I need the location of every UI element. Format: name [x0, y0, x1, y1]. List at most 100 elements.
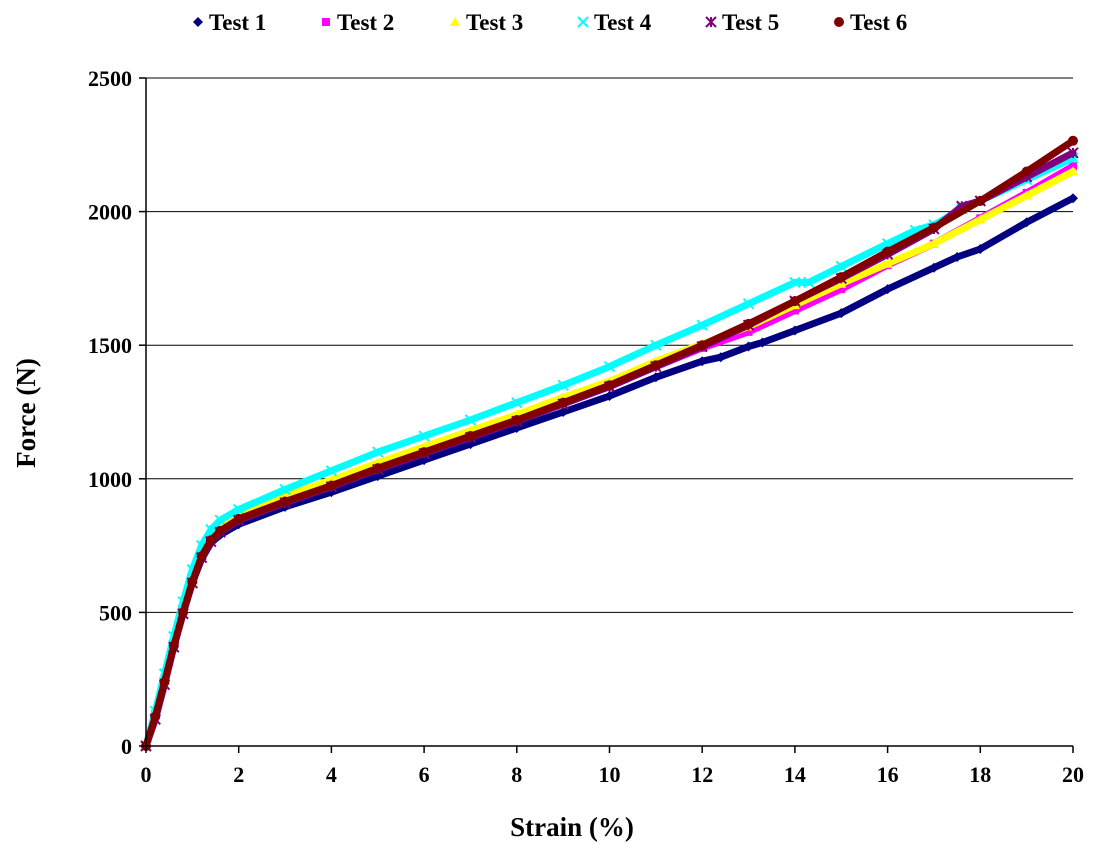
- data-point: [419, 447, 430, 458]
- y-tick-label: 500: [99, 600, 132, 625]
- legend-label: Test 6: [850, 10, 907, 35]
- data-point: [511, 415, 522, 426]
- legend-marker: [322, 18, 330, 26]
- data-point: [744, 327, 753, 336]
- series-line: [142, 137, 1077, 750]
- legend-item-3: Test 3: [450, 10, 523, 35]
- y-axis-title: Force (N): [11, 358, 41, 468]
- data-point: [1069, 162, 1077, 171]
- data-point: [159, 676, 170, 687]
- y-tick-label: 2000: [88, 200, 132, 225]
- x-tick-label: 20: [1062, 762, 1084, 787]
- data-point: [696, 319, 708, 331]
- data-point: [214, 514, 226, 526]
- data-point: [697, 340, 708, 351]
- legend-label: Test 2: [337, 10, 394, 35]
- data-point: [650, 360, 661, 371]
- data-point: [511, 396, 523, 409]
- data-point: [558, 397, 569, 408]
- x-tick-label: 8: [511, 762, 522, 787]
- legend-item-2: Test 2: [322, 10, 394, 35]
- data-point: [280, 496, 291, 507]
- data-point: [187, 576, 198, 587]
- legend-label: Test 4: [594, 10, 652, 35]
- data-point: [697, 356, 708, 367]
- series-1: [141, 193, 1078, 751]
- series-line: [142, 168, 1077, 750]
- legend-item-6: Test 6: [834, 10, 907, 35]
- data-point: [743, 341, 754, 352]
- legend-item-5: Test 5: [705, 10, 779, 35]
- data-point: [150, 711, 161, 722]
- data-point: [196, 551, 207, 562]
- data-point: [604, 390, 615, 401]
- y-tick-label: 2500: [88, 66, 132, 91]
- x-axis-title: Strain (%): [510, 812, 634, 842]
- series-line: [142, 194, 1077, 750]
- data-point: [233, 513, 244, 524]
- data-point: [325, 465, 338, 477]
- x-tick-label: 18: [969, 762, 991, 787]
- data-point: [205, 535, 216, 546]
- data-point: [975, 214, 986, 224]
- x-tick-label: 6: [419, 762, 430, 787]
- legend-item-4: Test 4: [577, 10, 652, 35]
- legend-label: Test 3: [466, 10, 523, 35]
- data-point: [1068, 135, 1078, 146]
- data-point: [650, 372, 661, 383]
- legend-item-1: Test 1: [193, 10, 266, 35]
- data-point: [1021, 190, 1032, 200]
- y-tick-label: 1000: [88, 467, 132, 492]
- data-point: [789, 325, 800, 336]
- legend: Test 1 Test 2 Test 3 Test 4 Test 5 Test 6: [193, 10, 907, 35]
- x-tick-label: 14: [784, 762, 806, 787]
- data-point: [743, 318, 754, 329]
- data-point: [742, 298, 755, 310]
- data-point: [279, 483, 291, 496]
- data-point: [418, 430, 430, 442]
- legend-marker: [450, 17, 460, 26]
- data-point: [928, 222, 939, 233]
- data-point: [372, 446, 384, 458]
- data-point: [650, 339, 662, 351]
- axes: 0 500 1000 1500 2000 2500 0 2 4 6 8 10 12 14 16 18 20: [88, 66, 1084, 787]
- data-point: [789, 296, 800, 307]
- data-point: [604, 380, 615, 391]
- data-point: [372, 463, 383, 474]
- data-point: [715, 352, 726, 363]
- data-point: [882, 284, 893, 295]
- data-point: [465, 431, 476, 442]
- legend-marker: [834, 17, 844, 27]
- x-tick-label: 4: [326, 762, 337, 787]
- series-6: [141, 135, 1078, 751]
- data-point: [215, 525, 226, 536]
- series-2: [142, 162, 1077, 750]
- data-point: [975, 244, 986, 255]
- legend-marker: [193, 17, 203, 27]
- data-point: [789, 276, 801, 289]
- data-point: [882, 258, 893, 268]
- legend-label: Test 5: [722, 10, 779, 35]
- legend-marker: [577, 16, 589, 28]
- series-3: [141, 166, 1078, 750]
- data-point: [928, 238, 939, 248]
- x-tick-label: 12: [691, 762, 713, 787]
- data-point: [603, 360, 616, 373]
- data-point: [803, 276, 815, 289]
- data-point: [1068, 193, 1078, 204]
- x-tick-label: 16: [877, 762, 899, 787]
- data-point: [928, 262, 939, 273]
- data-point: [1068, 166, 1078, 176]
- data-point: [836, 272, 847, 283]
- legend-marker: [705, 16, 717, 28]
- gridlines: [146, 77, 1073, 613]
- data-point: [837, 285, 846, 294]
- data-point: [326, 480, 337, 491]
- plot-area: [140, 135, 1079, 752]
- data-point: [1021, 217, 1032, 228]
- y-tick-label: 1500: [88, 333, 132, 358]
- data-point: [975, 195, 986, 206]
- x-tick-label: 10: [599, 762, 621, 787]
